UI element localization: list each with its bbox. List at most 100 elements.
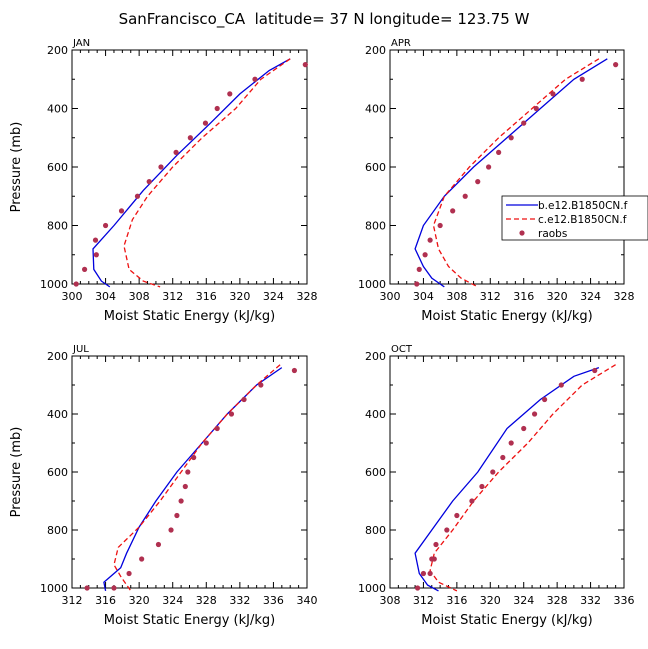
panel-oct: OCT 308 312 316 320 324 328 332 336 200 400 600 800 1… bbox=[358, 344, 635, 628]
x-tick-label: 324 bbox=[513, 594, 534, 607]
y-tick-label: 600 bbox=[47, 466, 68, 479]
x-tick-label: 312 bbox=[162, 290, 183, 303]
model-b-line bbox=[92, 58, 291, 288]
legend-raobs-label: raobs bbox=[538, 228, 567, 240]
raobs-point bbox=[84, 585, 90, 591]
x-tick-label: 336 bbox=[614, 594, 635, 607]
legend-model-c-label: c.e12.B1850CN.f bbox=[538, 214, 627, 226]
raobs-point bbox=[450, 208, 456, 214]
raobs-point bbox=[558, 382, 564, 388]
raobs-point bbox=[191, 454, 197, 461]
x-tick-label: 316 bbox=[196, 290, 217, 303]
raobs-point bbox=[469, 498, 475, 504]
x-tick-label: 312 bbox=[62, 594, 83, 607]
legend: b.e12.B1850CN.f c.e12.B1850CN.f raobs bbox=[501, 195, 648, 241]
x-tick-label: 328 bbox=[196, 594, 217, 607]
x-tick-label: 324 bbox=[162, 594, 183, 607]
raobs-point bbox=[174, 512, 180, 519]
x-axis-label: Moist Static Energy (kJ/kg) bbox=[104, 613, 275, 628]
panel-label: JAN bbox=[72, 38, 90, 49]
raobs-point bbox=[521, 425, 527, 432]
raobs-point bbox=[592, 367, 598, 374]
x-tick-label: 316 bbox=[513, 290, 534, 303]
raobs-point bbox=[454, 512, 460, 519]
raobs-point bbox=[613, 62, 619, 68]
panel-label: OCT bbox=[391, 344, 413, 355]
panel-jan: JAN 300 304 308 312 316 320 324 328 200 400 600 800 1… bbox=[9, 38, 318, 324]
legend-box bbox=[501, 195, 648, 241]
raobs-point bbox=[158, 164, 164, 170]
y-tick-label: 800 bbox=[47, 220, 68, 233]
raobs-point bbox=[414, 585, 421, 591]
raobs-point bbox=[444, 527, 450, 533]
raobs-point bbox=[291, 367, 298, 374]
plot-area bbox=[414, 364, 616, 592]
panel-label: JUL bbox=[72, 344, 89, 355]
y-tick-label: 200 bbox=[47, 44, 68, 57]
raobs-point bbox=[102, 222, 109, 229]
raobs-point bbox=[126, 570, 132, 577]
x-tick-label: 300 bbox=[380, 290, 401, 303]
y-tick-label: 1000 bbox=[358, 582, 386, 595]
raobs-point bbox=[431, 556, 437, 562]
raobs-point bbox=[178, 498, 184, 504]
raobs-point bbox=[486, 164, 492, 170]
raobs-point bbox=[228, 411, 235, 417]
raobs-point bbox=[214, 425, 220, 432]
panel-jul: JUL 312 316 320 324 328 332 336 340 200 400 600 800 1… bbox=[9, 344, 318, 628]
x-tick-label: 320 bbox=[129, 594, 150, 607]
raobs-point bbox=[508, 135, 514, 141]
y-tick-label: 1000 bbox=[358, 278, 386, 291]
y-tick-label: 400 bbox=[365, 103, 386, 116]
model-c-line bbox=[123, 58, 291, 288]
raobs-point bbox=[73, 281, 79, 287]
x-tick-label: 304 bbox=[95, 290, 116, 303]
raobs-point bbox=[187, 135, 193, 141]
x-tick-label: 328 bbox=[614, 290, 635, 303]
raobs-point bbox=[173, 149, 179, 155]
raobs-point bbox=[168, 527, 174, 533]
raobs-point bbox=[92, 237, 99, 243]
raobs-point bbox=[579, 76, 585, 82]
legend-model-b-label: b.e12.B1850CN.f bbox=[538, 200, 628, 212]
raobs-point bbox=[118, 208, 125, 214]
model-c-line bbox=[429, 364, 616, 592]
model-c-line bbox=[432, 58, 600, 288]
x-axis-label: Moist Static Energy (kJ/kg) bbox=[104, 309, 275, 324]
raobs-point bbox=[508, 440, 514, 446]
raobs-point bbox=[185, 469, 191, 475]
raobs-point bbox=[475, 179, 481, 185]
raobs-point bbox=[521, 120, 527, 126]
x-tick-label: 324 bbox=[263, 290, 284, 303]
plot-frame bbox=[389, 49, 625, 285]
panel-label: APR bbox=[391, 38, 411, 49]
raobs-point bbox=[241, 396, 247, 403]
x-tick-label: 336 bbox=[263, 594, 284, 607]
plot-frame bbox=[71, 49, 308, 285]
raobs-point bbox=[155, 541, 162, 548]
raobs-point bbox=[437, 222, 443, 229]
x-tick-label: 332 bbox=[229, 594, 250, 607]
plot-area bbox=[414, 58, 619, 288]
model-c-line bbox=[113, 364, 281, 592]
x-tick-label: 312 bbox=[413, 594, 434, 607]
model-b-line bbox=[414, 366, 600, 592]
x-tick-label: 312 bbox=[480, 290, 501, 303]
raobs-point bbox=[302, 62, 308, 68]
raobs-point bbox=[111, 585, 117, 591]
plot-frame bbox=[389, 355, 625, 589]
plot-area bbox=[84, 364, 298, 592]
y-axis-label: Pressure (mb) bbox=[9, 122, 24, 213]
x-tick-label: 304 bbox=[413, 290, 434, 303]
figure-title: SanFrancisco_CA latitude= 37 N longitude… bbox=[119, 10, 530, 29]
raobs-point bbox=[81, 266, 88, 272]
x-tick-label: 324 bbox=[580, 290, 601, 303]
legend-raobs-marker bbox=[519, 230, 525, 236]
x-tick-label: 328 bbox=[297, 290, 318, 303]
x-tick-label: 332 bbox=[580, 594, 601, 607]
raobs-point bbox=[258, 382, 264, 388]
raobs-point bbox=[134, 193, 141, 199]
raobs-point bbox=[139, 556, 145, 562]
x-tick-label: 320 bbox=[229, 290, 250, 303]
y-tick-label: 200 bbox=[365, 350, 386, 363]
